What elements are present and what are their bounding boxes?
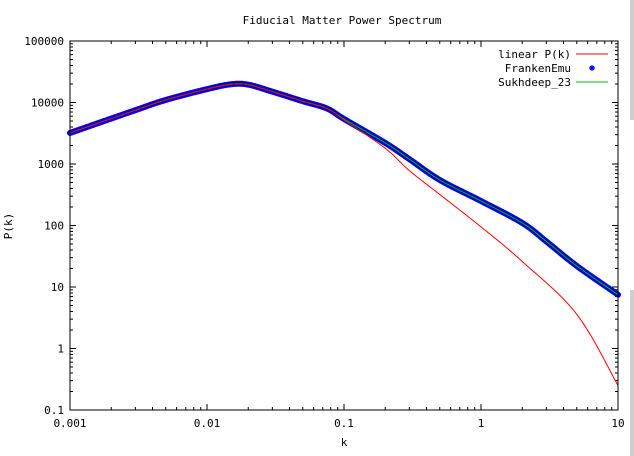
legend-label: FrankenEmu: [505, 62, 571, 75]
y-tick-label: 1000: [38, 158, 65, 171]
window-edge-bar: [630, 0, 634, 120]
y-tick-label: 10000: [31, 97, 64, 110]
x-tick-label: 0.1: [334, 417, 354, 430]
y-axis-label: P(k): [2, 213, 15, 240]
x-tick-label: 10: [611, 417, 624, 430]
y-tick-label: 10: [51, 281, 64, 294]
y-tick-label: 0.1: [44, 404, 64, 417]
series-sukhdeep-23-line: [69, 83, 619, 296]
x-axis-label: k: [341, 436, 348, 449]
x-tick-label: 0.001: [53, 417, 86, 430]
legend-label: linear P(k): [498, 48, 571, 61]
window-edge-bar-lower: [630, 290, 634, 456]
legend-label: Sukhdeep_23: [498, 76, 571, 89]
x-tick-label: 1: [478, 417, 485, 430]
series-layer: [67, 80, 621, 386]
plot-frame: [69, 40, 619, 411]
y-tick-label: 100: [44, 220, 64, 233]
y-tick-label: 100000: [24, 35, 64, 48]
x-tick-label: 0.01: [194, 417, 221, 430]
series-frankenemu-band: [67, 80, 621, 298]
series-linear-pk-line: [69, 83, 619, 386]
chart-title: Fiducial Matter Power Spectrum: [243, 14, 442, 27]
legend-swatch: [589, 65, 595, 71]
y-tick-label: 1: [57, 343, 64, 356]
